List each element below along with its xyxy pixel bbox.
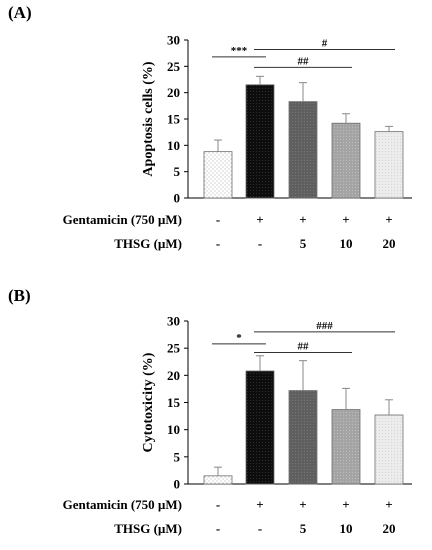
thsg-value: 5 (300, 236, 307, 251)
significance-label: ### (316, 320, 333, 332)
bar (331, 409, 361, 485)
y-axis-label: Apoptosis cells (%) (141, 61, 156, 176)
thsg-value: 20 (383, 521, 396, 536)
gentamicin-value: + (385, 212, 392, 227)
significance-label: ## (298, 341, 310, 353)
significance-label: ## (298, 55, 310, 67)
thsg-value: 10 (340, 236, 353, 251)
gentamicin-value: + (256, 212, 263, 227)
y-tick-label: 20 (167, 368, 180, 383)
thsg-value: - (216, 521, 220, 536)
gentamicin-row-label: Gentamicin (750 µM) (63, 212, 182, 227)
thsg-value: - (216, 236, 220, 251)
bar (374, 414, 404, 485)
y-tick-label: 15 (167, 112, 181, 127)
y-tick-label: 0 (174, 477, 181, 492)
y-tick-label: 25 (167, 59, 181, 74)
gentamicin-value: + (342, 497, 349, 512)
y-tick-label: 25 (167, 341, 181, 356)
bar (245, 370, 275, 485)
y-tick-label: 30 (167, 314, 180, 329)
y-tick-label: 5 (174, 164, 181, 179)
gentamicin-value: + (256, 497, 263, 512)
bar (203, 151, 233, 199)
thsg-value: - (258, 521, 262, 536)
y-tick-label: 0 (174, 191, 181, 206)
thsg-row-label: THSG (µM) (114, 521, 182, 536)
y-tick-label: 15 (167, 395, 181, 410)
y-tick-label: 5 (174, 449, 181, 464)
y-tick-label: 10 (167, 138, 180, 153)
gentamicin-value: - (216, 497, 220, 512)
thsg-value: 10 (340, 521, 353, 536)
bar (374, 131, 404, 199)
significance-label: *** (231, 45, 248, 57)
gentamicin-value: - (216, 212, 220, 227)
bar (331, 122, 361, 199)
gentamicin-value: + (299, 212, 306, 227)
significance-label: # (322, 37, 328, 49)
bar (288, 101, 318, 199)
bar (288, 390, 318, 485)
thsg-value: - (258, 236, 262, 251)
thsg-row-label: THSG (µM) (114, 236, 182, 251)
bar (203, 475, 233, 485)
gentamicin-value: + (385, 497, 392, 512)
thsg-value: 20 (383, 236, 396, 251)
y-tick-label: 20 (167, 85, 180, 100)
gentamicin-value: + (342, 212, 349, 227)
panel-label: (A) (8, 3, 32, 22)
bar (245, 84, 275, 199)
y-axis-label: Cytotoxicity (%) (141, 352, 156, 452)
thsg-value: 5 (300, 521, 307, 536)
gentamicin-row-label: Gentamicin (750 µM) (63, 497, 182, 512)
gentamicin-value: + (299, 497, 306, 512)
y-tick-label: 10 (167, 422, 180, 437)
significance-label: * (236, 332, 242, 344)
panel-label: (B) (8, 286, 31, 305)
y-tick-label: 30 (167, 33, 180, 48)
